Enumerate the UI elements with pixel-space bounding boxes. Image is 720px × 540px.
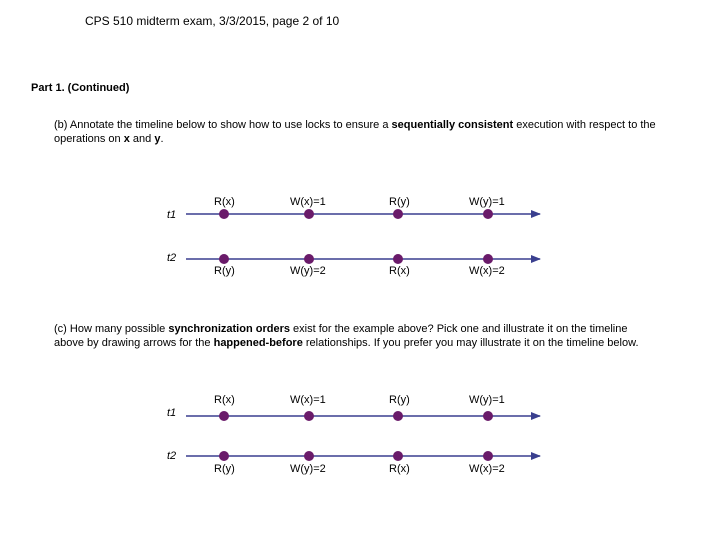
section-c-line1-post: exist for the example above? Pick one an… bbox=[289, 323, 628, 335]
section-b-line2-pre: operations on bbox=[54, 133, 124, 145]
t2-op-label: W(x)=2 bbox=[469, 463, 505, 475]
t1-op-dot[interactable] bbox=[393, 209, 403, 219]
section-c-line2-post: relationships. If you prefer you may ill… bbox=[302, 337, 639, 349]
var-x: x bbox=[123, 133, 130, 145]
t2-label: t2 bbox=[167, 252, 177, 264]
t1-op-label: R(y) bbox=[389, 196, 410, 208]
t2-op-label: R(y) bbox=[214, 463, 235, 475]
header-course: CPS 510 midterm exam, 3/3/2015 bbox=[85, 14, 266, 28]
t1-op-label: R(x) bbox=[214, 196, 235, 208]
t2-op-dot[interactable] bbox=[393, 254, 403, 264]
t2-op-dot[interactable] bbox=[483, 451, 493, 461]
header-page: , page 2 of 10 bbox=[265, 14, 340, 28]
t1-op-label: R(x) bbox=[214, 394, 235, 406]
t1-op-dot[interactable] bbox=[304, 209, 314, 219]
t1-op-label: W(y)=1 bbox=[469, 196, 505, 208]
var-y: y bbox=[154, 133, 161, 145]
t2-op-label: W(y)=2 bbox=[290, 463, 326, 475]
part-title: Part 1. (Continued) bbox=[31, 82, 130, 94]
section-c-line2-pre: above by drawing arrows for the bbox=[54, 337, 214, 349]
section-b-line1-post: execution with respect to the bbox=[513, 119, 656, 131]
section-c-line-1: (c) How many possible synchronization or… bbox=[54, 322, 674, 336]
t1-op-dot[interactable] bbox=[393, 411, 403, 421]
t2-op-dot[interactable] bbox=[219, 451, 229, 461]
t1-op-dot[interactable] bbox=[483, 411, 493, 421]
t1-op-dot[interactable] bbox=[219, 209, 229, 219]
t2-op-label: W(y)=2 bbox=[290, 265, 326, 277]
t2-op-dot[interactable] bbox=[393, 451, 403, 461]
t1-op-label: R(y) bbox=[389, 394, 410, 406]
section-c-line1-pre: (c) How many possible bbox=[54, 323, 169, 335]
t2-op-dot[interactable] bbox=[304, 254, 314, 264]
t1-op-label: W(x)=1 bbox=[290, 394, 326, 406]
t2-op-dot[interactable] bbox=[304, 451, 314, 461]
section-c-text: (c) How many possible synchronization or… bbox=[54, 322, 674, 350]
t2-op-label: R(x) bbox=[389, 265, 410, 277]
t1-op-dot[interactable] bbox=[304, 411, 314, 421]
section-b-line2-mid: and bbox=[129, 133, 155, 145]
section-c-line1-bold: synchronization orders bbox=[168, 323, 290, 335]
t1-label: t1 bbox=[167, 209, 177, 221]
t1-op-label: W(x)=1 bbox=[290, 196, 326, 208]
section-b-line-2: operations on x and y. bbox=[54, 132, 674, 146]
section-c-line-2: above by drawing arrows for the happened… bbox=[54, 336, 674, 350]
t2-op-label: W(x)=2 bbox=[469, 265, 505, 277]
t2-op-dot[interactable] bbox=[219, 254, 229, 264]
t1-op-dot[interactable] bbox=[483, 209, 493, 219]
section-c-line2-bold: happened-before bbox=[213, 337, 303, 349]
t2-op-dot[interactable] bbox=[483, 254, 493, 264]
section-b-text: (b) Annotate the timeline below to show … bbox=[54, 118, 674, 146]
t1-label: t1 bbox=[167, 407, 177, 419]
section-b-line1-bold: sequentially consistent bbox=[391, 119, 514, 131]
t2-op-label: R(x) bbox=[389, 463, 410, 475]
section-b-line1-pre: (b) Annotate the timeline below to show … bbox=[54, 119, 392, 131]
t1-op-label: W(y)=1 bbox=[469, 394, 505, 406]
page-header: CPS 510 midterm exam, 3/3/2015, page 2 o… bbox=[85, 14, 339, 28]
t2-label: t2 bbox=[167, 450, 177, 462]
t1-op-dot[interactable] bbox=[219, 411, 229, 421]
section-b-line-1: (b) Annotate the timeline below to show … bbox=[54, 118, 674, 132]
t2-op-label: R(y) bbox=[214, 265, 235, 277]
section-b-line2-post: . bbox=[160, 133, 164, 145]
